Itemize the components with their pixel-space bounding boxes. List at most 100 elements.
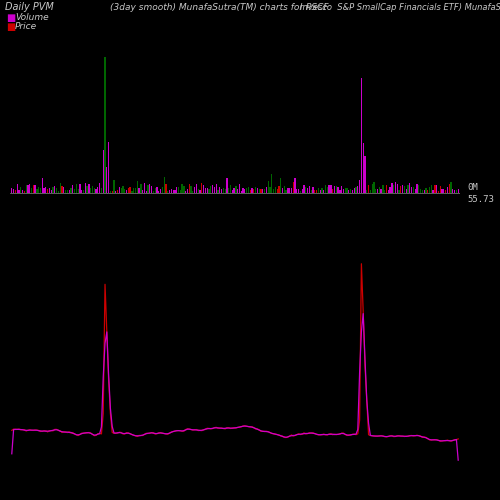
- Bar: [15, 190, 16, 193]
- Bar: [210, 186, 212, 193]
- Bar: [312, 187, 314, 193]
- Bar: [264, 189, 265, 193]
- Bar: [144, 182, 145, 193]
- Bar: [278, 186, 280, 193]
- Bar: [216, 184, 217, 193]
- Bar: [29, 184, 30, 193]
- Bar: [291, 188, 292, 193]
- Bar: [34, 184, 35, 193]
- Bar: [188, 184, 190, 193]
- Bar: [106, 168, 108, 193]
- Bar: [382, 185, 384, 193]
- Bar: [226, 178, 228, 193]
- Bar: [386, 185, 387, 193]
- Bar: [274, 188, 276, 193]
- Bar: [305, 186, 306, 193]
- Bar: [180, 190, 181, 193]
- Bar: [232, 190, 233, 193]
- Bar: [221, 189, 222, 193]
- Bar: [341, 186, 342, 193]
- Bar: [86, 186, 88, 193]
- Bar: [38, 187, 40, 193]
- Bar: [413, 188, 414, 193]
- Bar: [432, 190, 434, 193]
- Bar: [436, 184, 438, 193]
- Bar: [115, 190, 116, 193]
- Bar: [344, 188, 346, 193]
- Bar: [456, 190, 457, 193]
- Bar: [201, 184, 202, 193]
- Bar: [94, 188, 95, 193]
- Bar: [346, 188, 348, 193]
- Bar: [36, 190, 38, 193]
- Bar: [434, 186, 436, 193]
- Bar: [176, 188, 178, 193]
- Bar: [262, 189, 264, 193]
- Bar: [205, 188, 206, 193]
- Bar: [276, 189, 278, 193]
- Bar: [372, 184, 373, 193]
- Bar: [135, 188, 136, 193]
- Bar: [187, 188, 188, 193]
- Bar: [422, 190, 423, 193]
- Bar: [49, 188, 50, 193]
- Bar: [357, 186, 358, 193]
- Bar: [258, 190, 260, 193]
- Bar: [294, 178, 296, 193]
- Bar: [298, 190, 300, 193]
- Bar: [388, 190, 389, 193]
- Bar: [101, 188, 102, 193]
- Bar: [65, 190, 66, 193]
- Bar: [310, 190, 312, 193]
- Bar: [151, 186, 152, 193]
- Bar: [326, 187, 328, 193]
- Bar: [45, 188, 46, 193]
- Bar: [212, 185, 213, 193]
- Bar: [124, 188, 126, 193]
- Bar: [368, 185, 369, 193]
- Bar: [237, 190, 238, 193]
- Bar: [214, 187, 215, 193]
- Bar: [58, 190, 59, 193]
- Bar: [448, 184, 450, 193]
- Bar: [164, 177, 165, 193]
- Bar: [404, 186, 405, 193]
- Bar: [142, 190, 144, 193]
- Bar: [72, 184, 74, 193]
- Bar: [194, 188, 196, 193]
- Bar: [239, 184, 240, 193]
- Bar: [153, 191, 154, 193]
- Bar: [375, 188, 376, 193]
- Bar: [203, 185, 204, 193]
- Bar: [230, 184, 231, 193]
- Bar: [219, 187, 220, 193]
- Bar: [257, 188, 258, 193]
- Bar: [192, 190, 194, 193]
- Bar: [63, 188, 64, 193]
- Text: ■: ■: [6, 12, 15, 22]
- Bar: [378, 187, 380, 193]
- Bar: [228, 188, 230, 193]
- Bar: [120, 188, 122, 193]
- Bar: [81, 190, 82, 193]
- Bar: [170, 189, 172, 193]
- Bar: [292, 182, 294, 193]
- Bar: [402, 185, 404, 193]
- Bar: [268, 181, 269, 193]
- Bar: [90, 188, 92, 193]
- Bar: [108, 142, 109, 193]
- Bar: [32, 186, 34, 193]
- Bar: [208, 189, 210, 193]
- Bar: [70, 188, 72, 193]
- Bar: [440, 186, 441, 193]
- Bar: [122, 186, 124, 193]
- Bar: [206, 188, 208, 193]
- Bar: [83, 190, 84, 193]
- Bar: [112, 190, 113, 193]
- Bar: [411, 188, 412, 193]
- Bar: [429, 186, 430, 193]
- Bar: [248, 186, 249, 193]
- Bar: [271, 174, 272, 193]
- Bar: [253, 188, 254, 193]
- Bar: [246, 188, 248, 193]
